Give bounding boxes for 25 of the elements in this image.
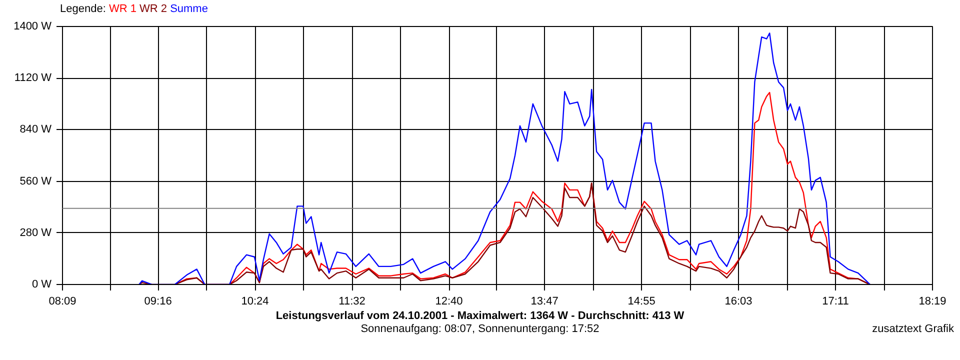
text: WR 2 xyxy=(140,3,167,15)
x-tick-label: 10:24 xyxy=(241,296,269,308)
text: zusatztext Grafik xyxy=(872,323,954,336)
x-tick-label: 17:11 xyxy=(822,296,849,308)
x-tick-label: 08:09 xyxy=(48,296,76,308)
y-tick-label: 840 W xyxy=(20,124,52,136)
x-tick-label: 14:55 xyxy=(628,296,656,308)
line-series xyxy=(138,32,871,284)
x-tick-label: 12:40 xyxy=(435,296,463,308)
line-series xyxy=(138,182,871,284)
y-tick-label: 560 W xyxy=(20,175,52,188)
text: Sonnenaufgang: 08:07, Sonnenuntergang: 17:52 xyxy=(360,323,600,335)
x-tick-label: 16:03 xyxy=(724,296,752,308)
text: Leistungsverlauf vom 24.10.2001 - Maximalwert: 1364 W - Durchschnitt: 413 W xyxy=(274,310,686,323)
x-tick-label: 18:19 xyxy=(918,296,946,308)
y-tick-label: 0 W xyxy=(32,278,52,290)
y-tick-label: 1400 W xyxy=(14,20,52,32)
text: Summe xyxy=(170,3,208,15)
legend-title: Legende: xyxy=(60,3,106,15)
x-tick-label: 11:32 xyxy=(338,296,366,308)
x-tick-label: 13:47 xyxy=(530,296,558,308)
y-tick-label: 280 W xyxy=(20,226,52,239)
y-tick-label: 1120 W xyxy=(14,72,52,84)
text: WR 1 xyxy=(108,3,136,15)
x-tick-label: 09:16 xyxy=(144,296,172,308)
